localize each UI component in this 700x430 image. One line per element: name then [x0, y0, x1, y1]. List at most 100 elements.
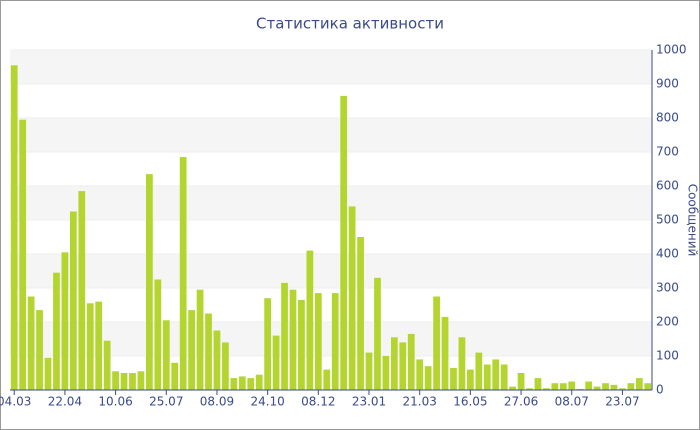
- bar: [213, 330, 221, 390]
- bar: [298, 299, 305, 390]
- bar: [19, 119, 27, 390]
- bar: [399, 342, 407, 390]
- x-tick-label: 08.07: [555, 395, 589, 409]
- bar: [247, 378, 255, 390]
- grid-band: [10, 254, 652, 288]
- y-axis-title: Сообщений: [686, 184, 700, 257]
- bar: [534, 378, 542, 390]
- y-tick-label: 1000: [656, 43, 687, 57]
- bar: [467, 369, 474, 390]
- bar: [179, 157, 187, 390]
- bar: [44, 357, 52, 390]
- y-tick-label: 400: [656, 247, 679, 261]
- y-tick-label: 700: [656, 145, 679, 159]
- bar: [146, 174, 153, 390]
- bar: [171, 362, 179, 390]
- bar: [95, 301, 103, 390]
- bar: [627, 383, 635, 390]
- bar: [69, 211, 77, 390]
- bar: [36, 310, 43, 390]
- bar: [483, 364, 491, 390]
- y-tick-label: 800: [656, 111, 679, 125]
- bar: [129, 373, 136, 390]
- bar: [78, 191, 86, 390]
- bar: [264, 298, 272, 390]
- bar: [441, 316, 449, 390]
- bar: [357, 237, 364, 390]
- bar: [120, 373, 128, 390]
- bar: [585, 381, 593, 390]
- bar: [162, 320, 170, 390]
- bar: [103, 340, 111, 390]
- y-tick-label: 600: [656, 179, 679, 193]
- bar: [281, 282, 288, 390]
- bar: [340, 95, 348, 391]
- bar: [137, 371, 145, 390]
- bar: [188, 310, 195, 390]
- bar: [314, 293, 322, 390]
- y-tick-label: 100: [656, 349, 679, 363]
- bar: [576, 388, 584, 390]
- bar: [222, 342, 229, 390]
- bar: [450, 367, 457, 390]
- bar: [27, 296, 35, 390]
- bar: [112, 371, 119, 390]
- bar: [610, 384, 618, 390]
- bar: [382, 356, 390, 390]
- bar: [458, 337, 466, 390]
- bar: [500, 364, 508, 390]
- bar: [272, 335, 280, 390]
- bar: [543, 388, 550, 390]
- x-tick-label: 10.06: [98, 395, 132, 409]
- grid-band: [10, 186, 652, 220]
- bar: [86, 303, 94, 390]
- bar: [154, 279, 162, 390]
- bar: [196, 289, 204, 390]
- x-tick-label: 22.04: [48, 395, 82, 409]
- bar: [323, 369, 331, 390]
- bar: [517, 373, 525, 390]
- x-tick-label: 23.01: [352, 395, 386, 409]
- bar: [289, 289, 297, 390]
- bar: [475, 352, 483, 390]
- x-tick-label: 24.10: [250, 395, 284, 409]
- bar: [602, 383, 609, 390]
- bar: [205, 313, 212, 390]
- bar: [374, 277, 381, 390]
- bar: [53, 272, 60, 390]
- bar: [559, 383, 567, 390]
- grid-band: [10, 50, 652, 84]
- bar: [433, 296, 440, 390]
- x-tick-label: 08.09: [200, 395, 234, 409]
- x-tick-label: 25.07: [149, 395, 183, 409]
- bar: [365, 352, 373, 390]
- x-tick-label: 23.07: [605, 395, 639, 409]
- x-tick-label: 27.06: [504, 395, 538, 409]
- bar: [526, 388, 533, 390]
- x-tick-label: 04.03: [0, 395, 31, 409]
- bar: [390, 337, 398, 390]
- bar: [306, 250, 314, 390]
- x-tick-label: 21.03: [403, 395, 437, 409]
- bar: [238, 376, 246, 390]
- x-tick-label: 08.12: [301, 395, 335, 409]
- x-tick-label: 16.05: [453, 395, 487, 409]
- y-tick-label: 900: [656, 77, 679, 91]
- bar: [568, 381, 576, 390]
- bar: [644, 383, 652, 390]
- bar: [551, 383, 559, 390]
- bar: [619, 388, 626, 390]
- bar: [492, 359, 500, 390]
- grid-band: [10, 322, 652, 356]
- bar: [230, 378, 238, 390]
- chart-title: Статистика активности: [256, 15, 444, 33]
- bar: [416, 359, 424, 390]
- bar: [635, 378, 643, 390]
- y-tick-label: 300: [656, 281, 679, 295]
- bar: [348, 206, 356, 390]
- y-tick-label: 0: [656, 383, 664, 397]
- grid-band: [10, 118, 652, 152]
- bar: [593, 386, 601, 390]
- y-tick-label: 200: [656, 315, 679, 329]
